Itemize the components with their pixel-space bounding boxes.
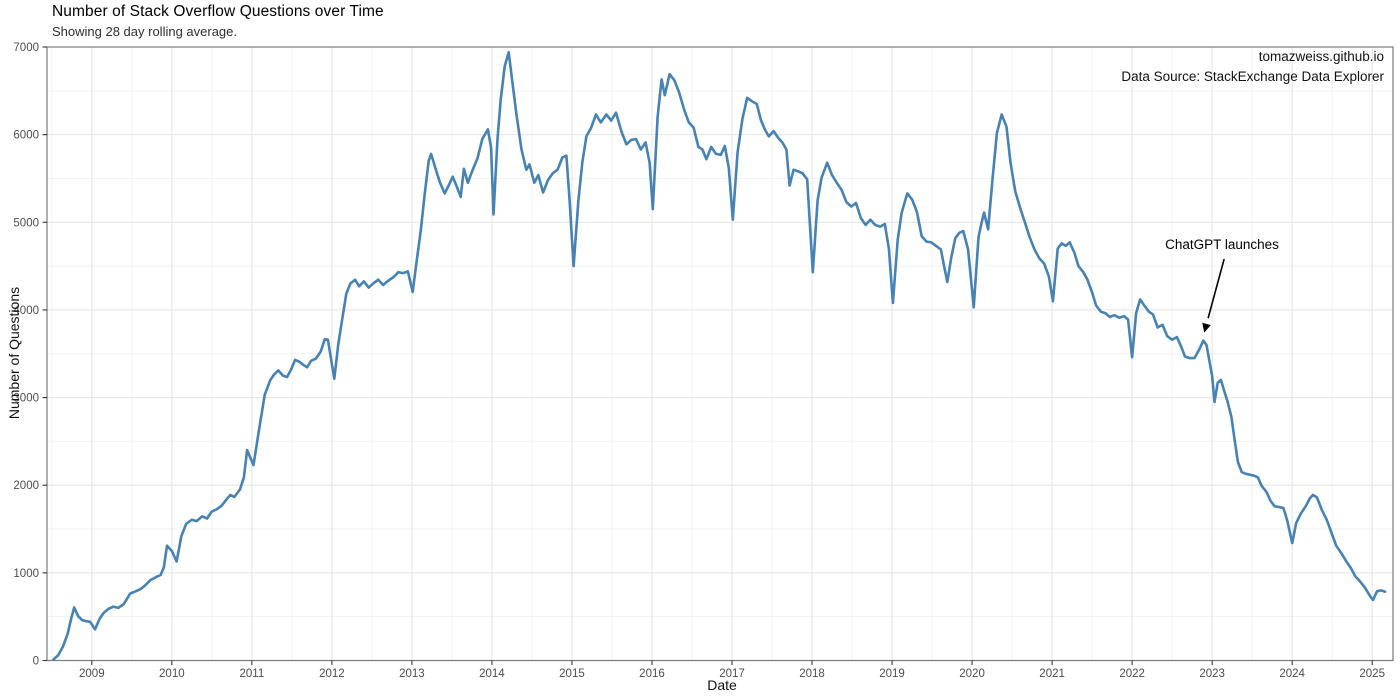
y-tick-labels: 0 1000 2000 3000 4000 5000 6000 7000 [13, 42, 39, 668]
y-tick-label: 5000 [13, 217, 39, 229]
y-axis-title: Number of Questions [6, 286, 22, 420]
x-tick-labels: 2009 2010 2011 2012 2013 2014 2015 2016 2017 2018… [79, 668, 1385, 680]
y-tick-label: 6000 [13, 130, 39, 142]
x-tick-label: 2017 [719, 668, 745, 680]
series [52, 51, 1387, 661]
x-tick-label: 2015 [559, 668, 585, 680]
chart-subtitle: Showing 28 day rolling average. [52, 24, 238, 39]
chart-title: Number of Stack Overflow Questions over … [52, 3, 384, 20]
y-tick-label: 3000 [13, 393, 39, 405]
x-tick-label: 2024 [1279, 668, 1305, 680]
x-tick-label: 2021 [1039, 668, 1065, 680]
x-tick-label: 2010 [159, 668, 185, 680]
annotation-arrow [1202, 258, 1225, 333]
panel-border [46, 46, 1394, 662]
x-tick-label: 2012 [319, 668, 345, 680]
y-tick-label: 2000 [13, 480, 39, 492]
axis-ticks [42, 46, 1373, 665]
x-tick-label: 2014 [479, 668, 505, 680]
y-tick-label: 4000 [13, 305, 39, 317]
gridlines-minor [47, 47, 1393, 661]
questions-line [52, 51, 1387, 661]
x-tick-label: 2009 [79, 668, 105, 680]
annotation-chatgpt-launches: ChatGPT launches [1165, 237, 1279, 252]
x-tick-label: 2011 [239, 668, 264, 680]
x-tick-label: 2016 [639, 668, 665, 680]
y-tick-label: 0 [33, 656, 39, 668]
x-tick-label: 2013 [399, 668, 425, 680]
y-tick-label: 7000 [13, 42, 39, 54]
x-tick-label: 2018 [799, 668, 825, 680]
x-tick-label: 2025 [1359, 668, 1385, 680]
caption-data-source: Data Source: StackExchange Data Explorer [1121, 69, 1384, 84]
caption-site: tomazweiss.github.io [1258, 49, 1384, 64]
x-tick-label: 2023 [1199, 668, 1225, 680]
x-tick-label: 2019 [879, 668, 905, 680]
x-tick-label: 2020 [959, 668, 985, 680]
y-tick-label: 1000 [13, 568, 39, 580]
x-tick-label: 2022 [1119, 668, 1145, 680]
x-axis-title: Date [707, 677, 737, 693]
